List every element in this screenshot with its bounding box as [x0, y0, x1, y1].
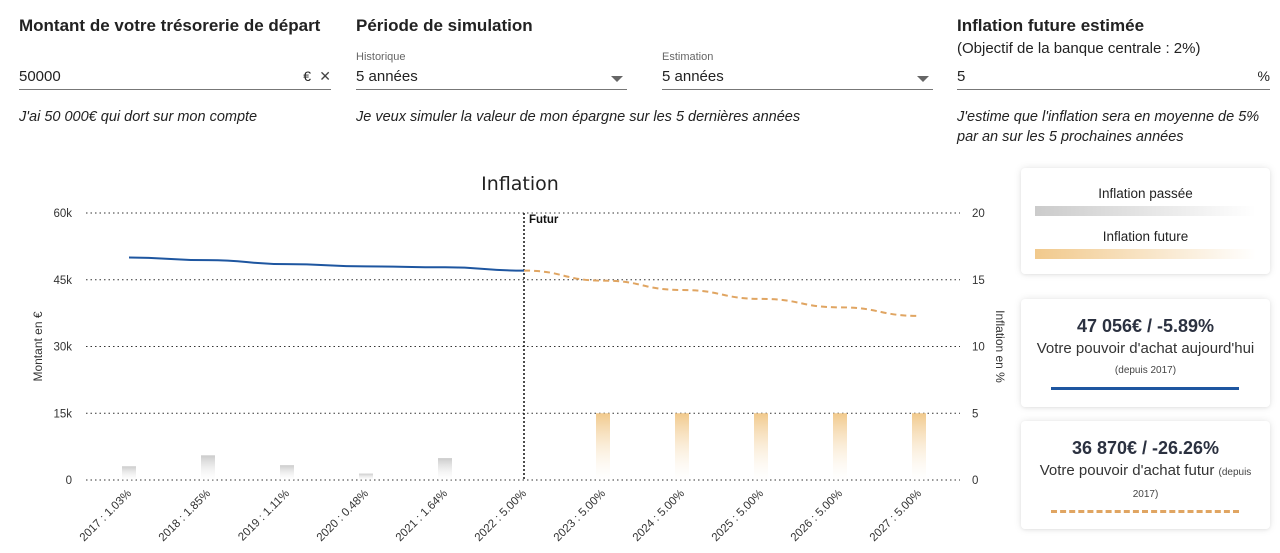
inflation-value[interactable]: 5 [957, 68, 966, 85]
historic-label: Historique [356, 51, 406, 63]
legend-future-label: Inflation future [1102, 229, 1189, 244]
x-tick-label: 2023 : 5.00% [552, 488, 608, 544]
future-label-row: Votre pouvoir d'achat futur (depuis [1021, 460, 1270, 484]
start-cash-title: Montant de votre trésorerie de départ [19, 16, 321, 35]
future-since-b: 2017) [1132, 489, 1159, 500]
y-tick-right: 5 [972, 408, 978, 420]
x-tick-label: 2020 : 0.48% [315, 488, 371, 544]
today-since-row: (depuis 2017) [1021, 358, 1270, 382]
inflation-bar [359, 473, 373, 480]
future-value: 36 870€ / -26.26% [1071, 438, 1220, 458]
inflation-chart: Inflation 0 15k 30k 45k 60k 0 5 10 15 20 Montant en… [31, 173, 1007, 544]
x-tick-label: 2024 : 5.00% [631, 488, 687, 544]
series-line-today [128, 256, 525, 272]
inflation-bar [201, 455, 215, 480]
y-axis-label-right: Inflation en % [993, 310, 1007, 383]
currency-suffix: € [303, 68, 311, 84]
chevron-down-icon[interactable] [611, 76, 623, 82]
today-value: 47 056€ / -5.89% [1076, 316, 1215, 336]
x-tick-label: 2022 : 5.00% [473, 488, 529, 544]
legend-past-swatch [1035, 206, 1256, 216]
y-tick-right: 15 [972, 275, 985, 287]
future-marker-label: Futur [529, 214, 559, 226]
series-line-future [523, 269, 920, 317]
legend-future-swatch [1035, 249, 1256, 259]
y-tick-right: 10 [972, 342, 985, 354]
historic-value: 5 années [356, 68, 418, 85]
x-tick-label: 2027 : 5.00% [868, 488, 924, 544]
legend-past-label: Inflation passée [1098, 186, 1193, 201]
chevron-down-icon[interactable] [917, 76, 929, 82]
inflation-bar [596, 413, 610, 480]
today-label: Votre pouvoir d'achat aujourd'hui [1036, 340, 1255, 357]
inflation-bar [438, 458, 452, 480]
estimate-select[interactable]: 5 années [662, 64, 933, 90]
percent-suffix: % [1257, 68, 1270, 84]
inflation-helper-line1: J'estime que l'inflation sera en moyenne… [957, 109, 1260, 125]
inflation-bar [280, 465, 294, 480]
start-cash-value[interactable]: 50000 [19, 68, 61, 85]
today-line-swatch [1051, 387, 1239, 390]
x-tick-label: 2019 : 1.11% [236, 488, 292, 544]
future-since-row: 2017) [1021, 482, 1270, 506]
chart-title: Inflation [481, 173, 559, 195]
x-tick-label: 2021 : 1.64% [394, 488, 450, 544]
future-card: 36 870€ / -26.26% Votre pouvoir d'achat … [1021, 421, 1270, 529]
y-tick-right: 0 [972, 475, 978, 487]
today-since: (depuis 2017) [1114, 365, 1177, 376]
period-helper: Je veux simuler la valeur de mon épargne… [356, 109, 801, 125]
inflation-bar [675, 413, 689, 480]
x-tick-label: 2025 : 5.00% [710, 488, 766, 544]
estimate-label: Estimation [662, 51, 714, 63]
today-card: 47 056€ / -5.89% Votre pouvoir d'achat a… [1021, 299, 1270, 407]
y-axis-label-left: Montant en € [31, 311, 45, 381]
future-line-swatch [1051, 510, 1239, 513]
period-title: Période de simulation [356, 16, 533, 35]
inflation-bar [122, 466, 136, 480]
y-tick-left: 0 [66, 475, 72, 487]
inflation-input[interactable]: 5 % [957, 64, 1270, 90]
future-since-a: (depuis [1218, 467, 1252, 478]
legend-card: Inflation passée Inflation future [1021, 168, 1270, 274]
inflation-helper-line2: par an sur les 5 prochaines années [957, 129, 1184, 145]
estimate-value: 5 années [662, 68, 724, 85]
y-tick-left: 60k [53, 208, 72, 220]
x-tick-label: 2026 : 5.00% [789, 488, 845, 544]
start-cash-helper: J'ai 50 000€ qui dort sur mon compte [19, 109, 258, 125]
inflation-subtitle: (Objectif de la banque centrale : 2%) [957, 40, 1201, 57]
inflation-bar [833, 413, 847, 480]
inflation-title: Inflation future estimée [957, 16, 1145, 35]
inflation-bar [754, 413, 768, 480]
y-tick-left: 15k [53, 408, 72, 420]
inflation-bar [912, 413, 926, 480]
start-cash-input[interactable]: 50000 € ✕ [19, 64, 331, 90]
y-tick-right: 20 [972, 208, 985, 220]
x-tick-label: 2018 : 1.85% [157, 488, 213, 544]
future-label: Votre pouvoir d'achat futur [1039, 462, 1215, 479]
y-tick-left: 30k [53, 342, 72, 354]
clear-icon[interactable]: ✕ [319, 68, 331, 84]
y-tick-left: 45k [53, 275, 72, 287]
x-tick-label: 2017 : 1.03% [78, 488, 134, 544]
historic-select[interactable]: 5 années [356, 64, 627, 90]
